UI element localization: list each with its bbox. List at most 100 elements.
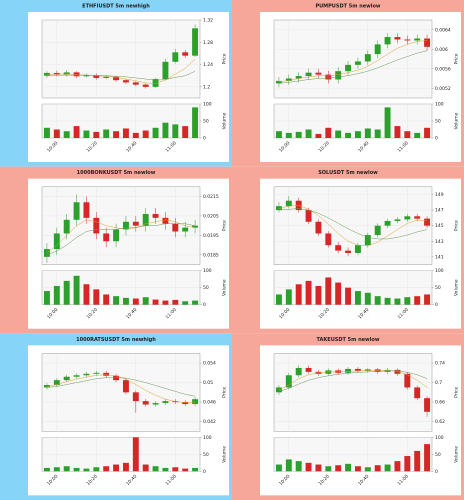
- candle-body: [152, 79, 159, 87]
- volume-bar: [63, 466, 70, 472]
- volume-bar: [132, 132, 139, 138]
- candle-body: [404, 216, 411, 220]
- volume-tick-label: 50: [203, 452, 209, 458]
- candle-body: [335, 71, 342, 80]
- volume-bar: [404, 297, 411, 305]
- candle-body: [295, 76, 302, 79]
- y-tick-label: 0.042: [203, 419, 216, 425]
- candle-body: [315, 72, 322, 75]
- volume-bar: [384, 107, 391, 138]
- candle-body: [384, 220, 391, 226]
- volume-bar: [103, 294, 110, 305]
- candle-body: [285, 78, 292, 81]
- moving-average: [278, 205, 428, 247]
- chart-title: ETHFIUSDT 5m newhigh: [82, 4, 150, 10]
- volume-bar: [43, 291, 50, 305]
- price-plot: [273, 353, 433, 432]
- volume-bar: [285, 289, 292, 305]
- candle-body: [325, 233, 332, 246]
- volume-bar: [113, 464, 120, 472]
- y-tick-label: 1.24: [203, 62, 213, 68]
- volume-bar: [192, 107, 199, 138]
- volume-bar: [63, 131, 70, 138]
- volume-bar: [192, 467, 199, 472]
- candle-body: [182, 402, 189, 405]
- candle-body: [374, 44, 381, 55]
- candle-body: [345, 368, 352, 373]
- candle-body: [142, 213, 149, 226]
- candle-body: [122, 80, 129, 83]
- volume-bar: [384, 297, 391, 305]
- candle-body: [53, 380, 60, 386]
- chart-title: SOLUSDT 5m newlow: [318, 170, 378, 176]
- candle-body: [73, 202, 80, 220]
- volume-tick-label: 0: [435, 469, 438, 475]
- candle-body: [384, 37, 391, 45]
- volume-bar: [162, 122, 169, 138]
- volume-bar: [73, 126, 80, 138]
- volume-bar: [374, 296, 381, 305]
- candle-body: [414, 216, 421, 219]
- y-axis-label: Price: [454, 387, 460, 398]
- volume-bar: [374, 129, 381, 138]
- volume-bar: [182, 468, 189, 472]
- volume-bar: [325, 277, 332, 305]
- candle-body: [305, 367, 312, 372]
- volume-tick-label: 100: [435, 102, 444, 108]
- candle-body: [364, 235, 371, 246]
- volume-tick-label: 0: [203, 302, 206, 308]
- volume-bar: [404, 456, 411, 472]
- volume-bar: [354, 291, 361, 305]
- volume-bar: [53, 467, 60, 472]
- volume-bar: [132, 437, 139, 472]
- moving-average: [278, 208, 428, 240]
- candle-body: [414, 387, 421, 399]
- volume-bar: [424, 294, 431, 305]
- candle-body: [182, 52, 189, 56]
- volume-bar: [142, 130, 149, 138]
- volume-bar: [354, 466, 361, 472]
- volume-bar: [315, 133, 322, 138]
- candle-body: [394, 37, 401, 40]
- y-tick-label: 0.0056: [435, 66, 451, 72]
- candle-body: [275, 80, 282, 84]
- volume-tick-label: 50: [435, 452, 441, 458]
- volume-bar: [295, 461, 302, 472]
- volume-bar: [103, 129, 110, 138]
- volume-bar: [315, 285, 322, 305]
- candle-body: [424, 398, 431, 412]
- volume-tick-label: 100: [203, 268, 212, 274]
- candle-body: [275, 206, 282, 211]
- y-tick-label: 1.32: [203, 18, 213, 24]
- volume-bar: [345, 287, 352, 305]
- volume-bar: [93, 289, 100, 305]
- candle-body: [132, 392, 139, 402]
- volume-axis-label: Volume: [222, 446, 228, 463]
- y-tick-label: 0.006: [435, 47, 448, 53]
- candle-body: [122, 380, 129, 393]
- volume-tick-label: 0: [203, 469, 206, 475]
- volume-bar: [113, 296, 120, 305]
- volume-bar: [172, 124, 179, 138]
- volume-axis-label: Volume: [454, 112, 460, 129]
- candle-body: [93, 75, 100, 78]
- volume-bar: [414, 296, 421, 305]
- y-tick-label: 147: [435, 208, 444, 214]
- volume-bar: [364, 292, 371, 305]
- volume-bar: [305, 280, 312, 305]
- volume-bar: [182, 126, 189, 138]
- volume-bar: [83, 284, 90, 305]
- y-tick-label: 0.0052: [435, 86, 451, 92]
- candle-body: [182, 227, 189, 232]
- volume-axis-label: Volume: [222, 112, 228, 129]
- volume-bar: [305, 462, 312, 472]
- y-axis-label: Price: [222, 220, 228, 231]
- candle-body: [73, 375, 80, 377]
- y-axis-label: Price: [222, 387, 228, 398]
- volume-tick-label: 0: [435, 136, 438, 142]
- volume-bar: [335, 465, 342, 472]
- volume-bar: [113, 131, 120, 138]
- volume-bar: [325, 466, 332, 472]
- moving-average: [278, 50, 428, 84]
- y-tick-label: 0.0195: [203, 233, 219, 239]
